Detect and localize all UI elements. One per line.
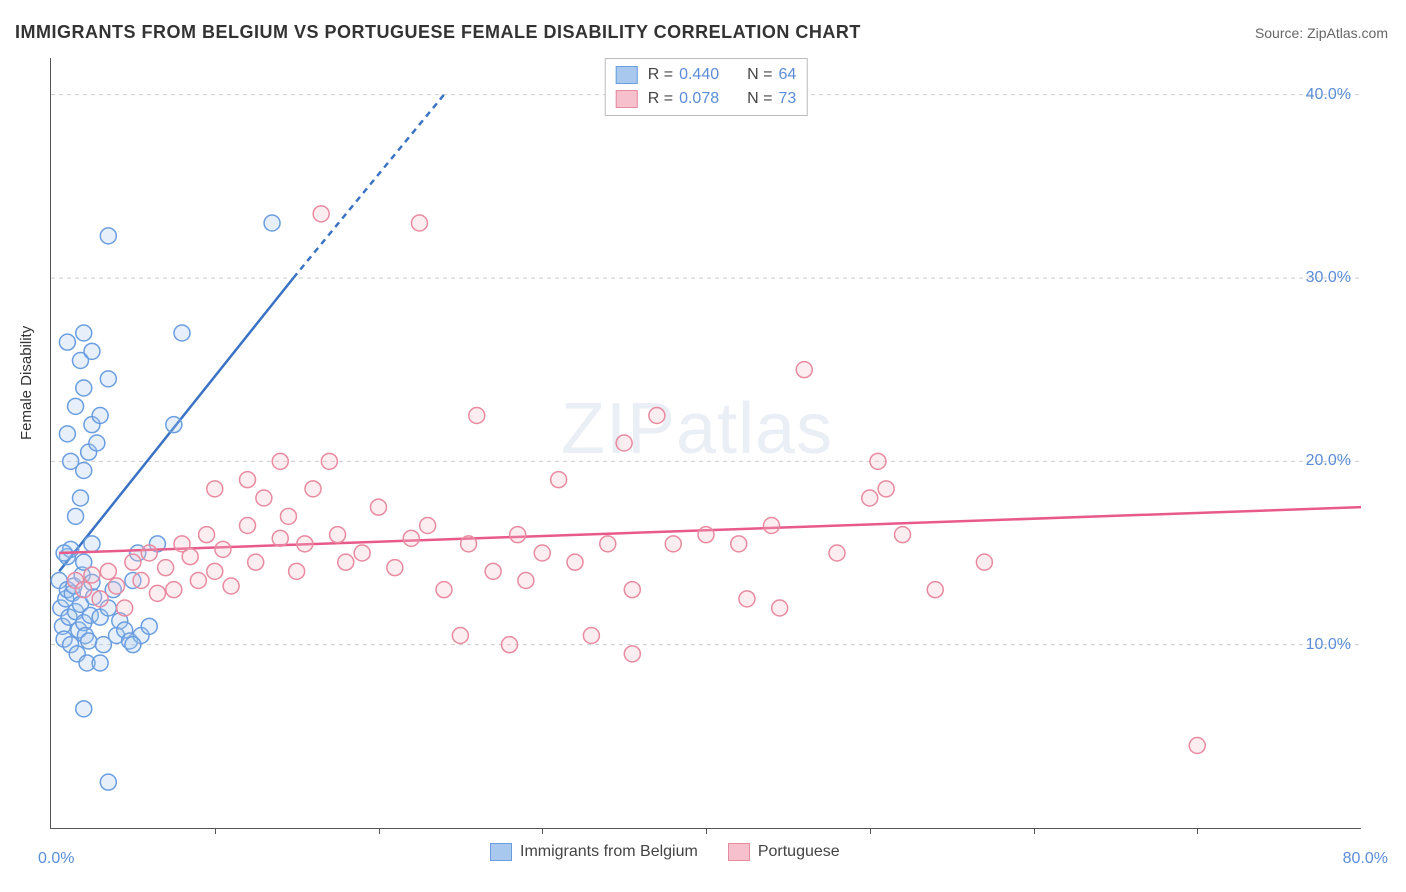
legend-row: R = 0.440 N = 64 <box>616 63 797 87</box>
chart-container: IMMIGRANTS FROM BELGIUM VS PORTUGUESE FE… <box>0 0 1406 892</box>
correlation-legend: R = 0.440 N = 64 R = 0.078 N = 73 <box>605 58 808 116</box>
legend-row: R = 0.078 N = 73 <box>616 87 797 111</box>
x-tick-mark <box>215 828 216 834</box>
y-tick-label: 20.0% <box>1306 452 1351 470</box>
y-tick-label: 30.0% <box>1306 269 1351 287</box>
n-value: 64 <box>778 63 796 87</box>
legend-swatch-icon <box>616 66 638 84</box>
x-tick-mark <box>706 828 707 834</box>
chart-title: IMMIGRANTS FROM BELGIUM VS PORTUGUESE FE… <box>15 22 861 43</box>
x-min-label: 0.0% <box>38 850 74 868</box>
r-value: 0.078 <box>679 87 719 111</box>
x-tick-mark <box>542 828 543 834</box>
x-tick-mark <box>870 828 871 834</box>
legend-item: Portuguese <box>728 843 840 861</box>
source-attr: Source: ZipAtlas.com <box>1255 25 1388 41</box>
y-tick-label: 40.0% <box>1306 86 1351 104</box>
plot-svg <box>51 58 1361 828</box>
legend-label: Portuguese <box>758 843 840 861</box>
legend-swatch-icon <box>728 843 750 861</box>
y-tick-label: 10.0% <box>1306 636 1351 654</box>
r-label: R = <box>648 87 673 111</box>
x-tick-mark <box>379 828 380 834</box>
series-legend: Immigrants from Belgium Portuguese <box>490 843 840 861</box>
n-label: N = <box>747 87 772 111</box>
legend-item: Immigrants from Belgium <box>490 843 698 861</box>
x-tick-mark <box>1034 828 1035 834</box>
x-max-label: 80.0% <box>1343 850 1388 868</box>
legend-swatch-icon <box>616 90 638 108</box>
r-label: R = <box>648 63 673 87</box>
x-tick-mark <box>1197 828 1198 834</box>
r-value: 0.440 <box>679 63 719 87</box>
n-label: N = <box>747 63 772 87</box>
n-value: 73 <box>778 87 796 111</box>
legend-label: Immigrants from Belgium <box>520 843 698 861</box>
legend-swatch-icon <box>490 843 512 861</box>
plot-area: ZIPatlas R = 0.440 N = 64 R = 0.078 N = … <box>50 58 1361 829</box>
y-axis-label: Female Disability <box>18 326 35 440</box>
